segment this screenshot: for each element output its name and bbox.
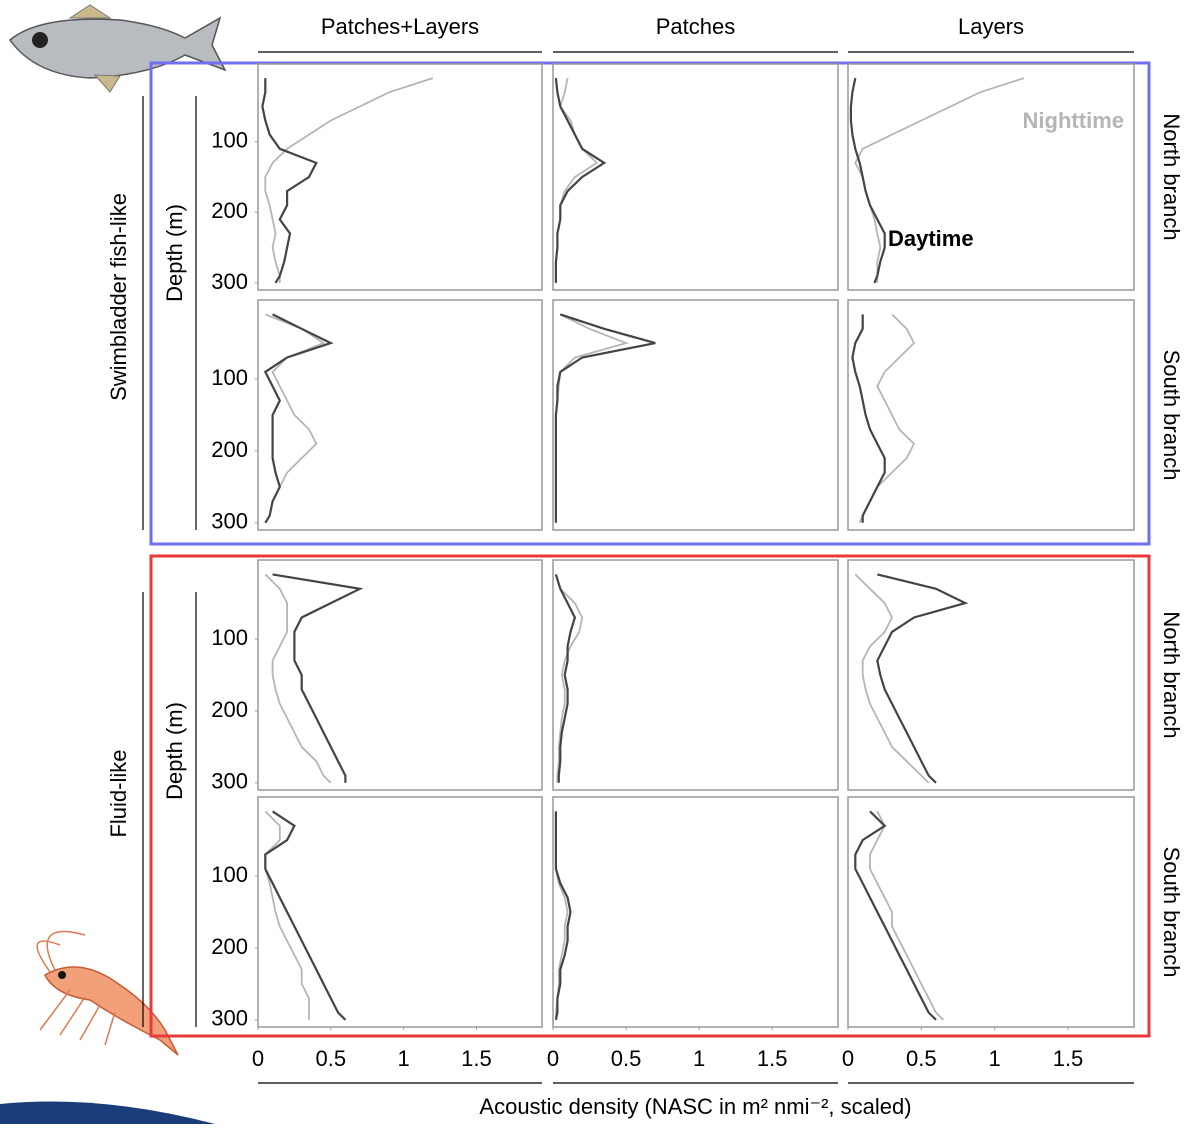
profile-line	[554, 574, 577, 783]
fish-icon	[8, 4, 227, 93]
group-label: Fluid-like	[106, 749, 131, 837]
x-tick-label: 0.5	[611, 1046, 642, 1071]
y-tick-label: 300	[211, 269, 248, 294]
group-box	[149, 554, 1151, 1038]
panel-frame	[257, 299, 543, 531]
profile-line	[263, 313, 334, 524]
y-tick-label: 100	[211, 365, 248, 390]
y-tick-label: 100	[211, 128, 248, 153]
panel-frame	[552, 559, 839, 791]
profile-line	[272, 573, 364, 783]
profile-line	[851, 314, 886, 523]
x-tick-label: 1	[989, 1046, 1001, 1071]
profile-line	[261, 78, 318, 284]
annotation-day: Daytime	[888, 226, 974, 251]
profile-line	[554, 313, 656, 523]
branch-label: South branch	[1159, 847, 1184, 978]
branch-label: North branch	[1159, 113, 1184, 240]
column-title: Patches+Layers	[321, 14, 479, 39]
y-tick-label: 200	[211, 198, 248, 223]
branch-label: South branch	[1159, 350, 1184, 481]
group-label: Swimbladder fish-like	[106, 193, 131, 401]
panel-frame	[552, 63, 839, 291]
profile-line	[555, 574, 584, 783]
panel-frame	[552, 299, 839, 531]
panel-frame	[847, 796, 1135, 1028]
column-title: Layers	[958, 14, 1024, 39]
branch-label: North branch	[1159, 611, 1184, 738]
x-tick-label: 0	[547, 1046, 559, 1071]
profile-line	[854, 573, 930, 784]
profile-line	[849, 77, 886, 284]
profile-line	[876, 573, 969, 784]
x-tick-label: 1	[693, 1046, 705, 1071]
panel-frame	[847, 63, 1135, 291]
decor-swoosh	[0, 1101, 215, 1124]
x-tick-label: 1.5	[461, 1046, 492, 1071]
annotation-night: Nighttime	[1023, 108, 1124, 133]
profile-line	[264, 573, 332, 784]
panel-frame	[847, 299, 1135, 531]
y-axis-label: Depth (m)	[162, 204, 187, 302]
y-tick-label: 100	[211, 625, 248, 650]
y-axis-label: Depth (m)	[162, 702, 187, 800]
profile-line	[264, 77, 434, 283]
y-tick-label: 200	[211, 437, 248, 462]
x-tick-label: 0.5	[906, 1046, 937, 1071]
x-tick-label: 1	[398, 1046, 410, 1071]
panel-frame	[257, 796, 543, 1028]
panel-frame	[257, 63, 543, 291]
y-tick-label: 100	[211, 862, 248, 887]
profile-line	[264, 810, 347, 1021]
x-tick-label: 1.5	[1053, 1046, 1084, 1071]
group-box	[149, 61, 1151, 546]
panel-frame	[552, 796, 839, 1028]
x-tick-label: 0.5	[316, 1046, 347, 1071]
y-tick-label: 200	[211, 697, 248, 722]
y-tick-label: 200	[211, 934, 248, 959]
y-tick-label: 300	[211, 509, 248, 534]
x-tick-label: 0	[252, 1046, 264, 1071]
shrimp-icon	[36, 930, 179, 1056]
x-tick-label: 1.5	[757, 1046, 788, 1071]
profile-line	[264, 810, 310, 1020]
panel-frame	[847, 559, 1135, 791]
profile-line	[554, 77, 607, 283]
y-tick-label: 300	[211, 1006, 248, 1031]
y-tick-label: 300	[211, 769, 248, 794]
profile-line	[554, 811, 572, 1021]
column-title: Patches	[656, 14, 736, 39]
profile-line	[854, 810, 937, 1021]
profile-line	[869, 810, 944, 1021]
x-tick-label: 0	[842, 1046, 854, 1071]
x-axis-label: Acoustic density (NASC in m² nmi⁻², scal…	[479, 1094, 911, 1119]
